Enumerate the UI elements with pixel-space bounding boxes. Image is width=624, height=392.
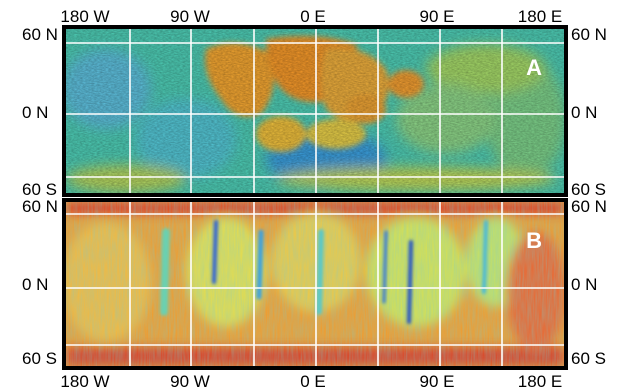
lon-label-bottom-90w: 90 W (170, 372, 210, 391)
lat-label-b-bottom-left: 60 S (22, 349, 57, 368)
lat-label-a-bottom-left: 60 S (22, 180, 57, 199)
lat-label-b-bottom-right: 60 S (571, 349, 606, 368)
map-panel-a: A (62, 25, 568, 197)
lat-label-a-top-right: 60 N (571, 25, 607, 44)
lon-label-top-180e: 180 E (517, 7, 563, 26)
lat-label-b-mid-right: 0 N (571, 275, 598, 294)
lon-label-bottom-0e: 0 E (300, 372, 326, 391)
panel-a-label: A (526, 55, 542, 80)
lon-label-top-180w: 180 W (60, 7, 110, 26)
map-a-image (66, 29, 564, 193)
lat-label-b-top-right: 60 N (571, 197, 607, 216)
lon-label-top-0e: 0 E (300, 7, 326, 26)
map-b-image (66, 202, 564, 366)
lat-label-b-top-left: 60 N (22, 197, 58, 216)
map-b-grid (66, 202, 564, 366)
lat-label-b-mid-left: 0 N (22, 275, 49, 294)
lat-label-a-bottom-right: 60 S (571, 180, 606, 199)
lon-label-bottom-90e: 90 E (419, 372, 455, 391)
lat-label-a-top-left: 60 N (22, 25, 58, 44)
map-panel-b: B (62, 198, 568, 370)
lon-label-bottom-180w: 180 W (60, 372, 110, 391)
lat-label-a-mid-right: 0 N (571, 103, 598, 122)
map-a-grid (66, 29, 564, 193)
panel-b-label: B (526, 228, 542, 253)
lat-label-a-mid-left: 0 N (22, 103, 49, 122)
lon-label-top-90w: 90 W (170, 7, 210, 26)
lon-label-top-90e: 90 E (419, 7, 455, 26)
lon-label-bottom-180e: 180 E (517, 372, 563, 391)
